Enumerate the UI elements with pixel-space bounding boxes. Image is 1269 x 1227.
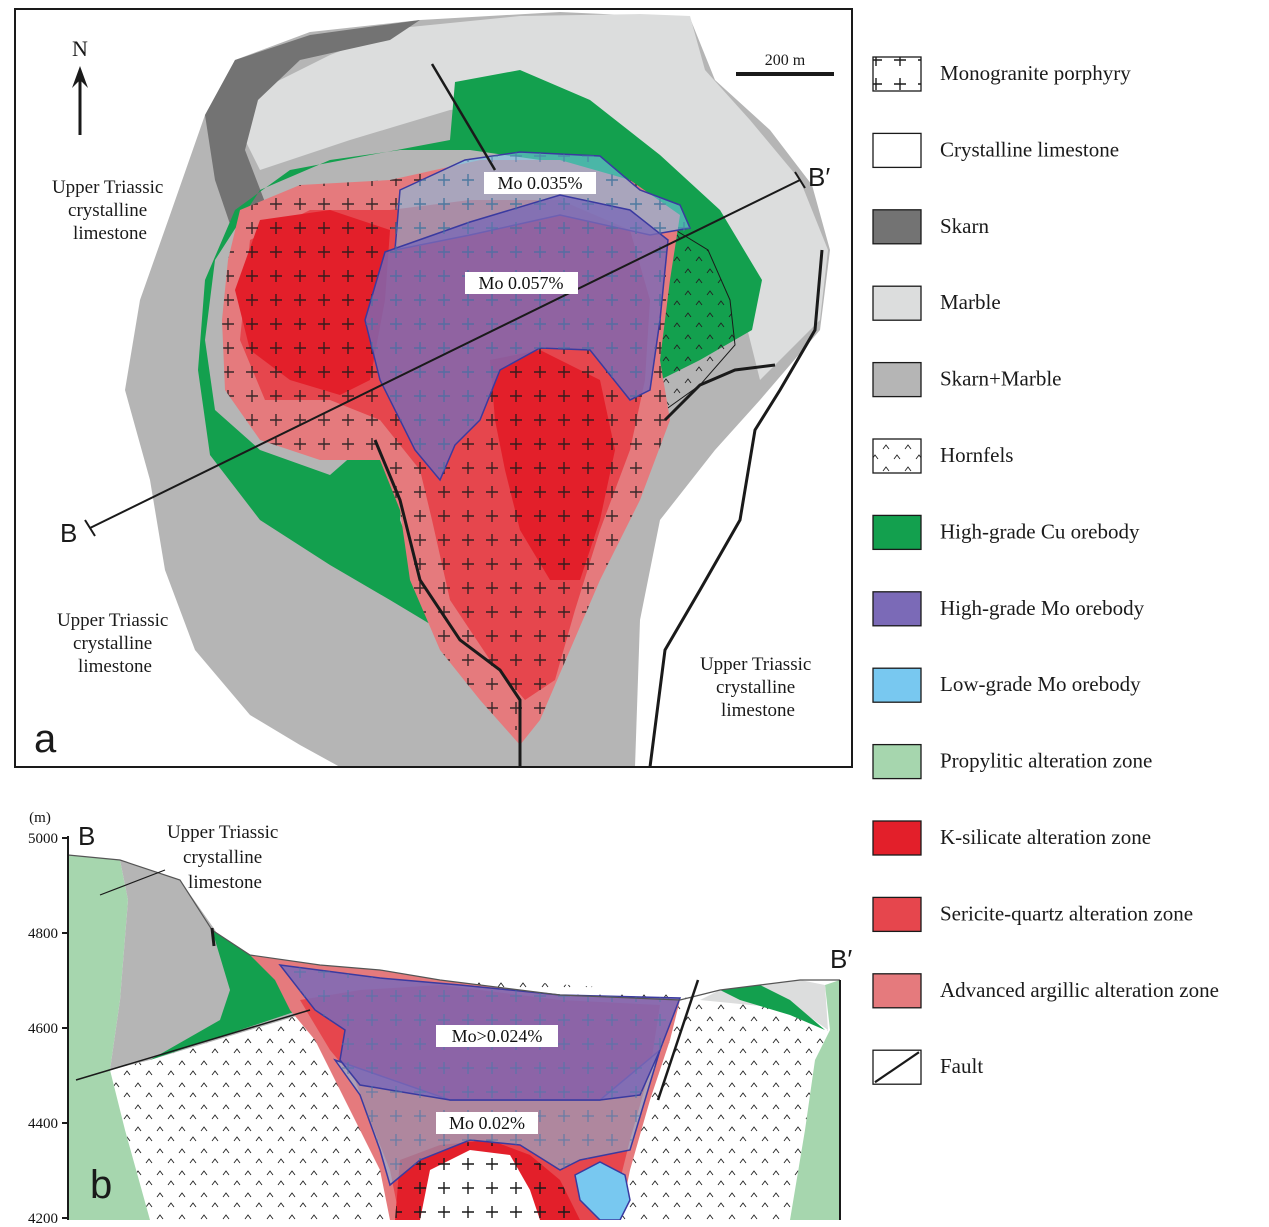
legend-item: Sericite-quartz alteration zone [872,896,1193,933]
section-label-b-prime-map: B′ [808,162,830,192]
north-arrow: N [72,36,88,135]
region-label-sw: Upper Triassic crystalline limestone [57,610,173,677]
legend-label: Marble [940,290,1001,314]
legend-swatch-argillic [872,973,922,1009]
section-label-b-prime: B′ [830,944,852,974]
legend-item: Low-grade Mo orebody [872,667,1141,703]
legend-label: Hornfels [940,443,1013,467]
panel-a-frame [14,8,853,768]
y-axis-unit: (m) [29,810,51,826]
legend-item: Skarn+Marble [872,361,1061,398]
legend-item: Crystalline limestone [872,132,1119,169]
grade-label-box-3 [436,1025,558,1047]
legend-item: Advanced argillic alteration zone [872,973,1219,1009]
panel-a-map: B B′ N 200 m Upper Triassic crystalline … [15,9,852,767]
legend-item: Fault [872,1049,983,1085]
legend-label: Crystalline limestone [940,137,1119,161]
propylitic-zone-east [790,980,840,1220]
skarn-unit [205,20,420,230]
legend-label: High-grade Mo orebody [940,596,1145,620]
section-label-b-map: B [60,518,77,548]
legend-swatch-hornfels [872,438,922,474]
legend-swatch-sericite [872,896,922,933]
grade-label-mo-035: Mo 0.035% [498,173,583,193]
section-tick-b [84,519,96,537]
marble-unit [240,14,828,380]
fault-trace-a3 [663,363,776,422]
grade-label-mo-024: Mo>0.024% [452,1026,543,1046]
legend-label: Sericite-quartz alteration zone [940,901,1193,925]
legend-item: K-silicate alteration zone [872,820,1151,856]
fault-section-east [656,979,700,1101]
legend-label: Skarn [940,214,989,238]
fault-trace-a4 [430,63,497,171]
legend-swatch-skarn [872,209,922,245]
legend-label: Fault [940,1054,983,1078]
legend-swatch-skarn-marble [872,361,922,398]
topography-line [68,854,840,1001]
grade-label-mo-057: Mo 0.057% [479,273,564,293]
panel-b-section: (m) 5000 4800 4600 4400 4200 B B′ Upper … [28,810,852,1227]
legend-label: Propylitic alteration zone [940,749,1152,773]
legend-label: Skarn+Marble [940,367,1061,391]
north-arrow-head [72,66,88,88]
panel-letter-b: b [90,1163,112,1207]
legend-label: High-grade Cu orebody [940,519,1140,543]
section-tie-line [75,1009,311,1081]
label-leader-line [99,869,166,896]
legend: Monogranite porphyry Crystalline limeston… [872,56,1219,1085]
legend-swatch-high-mo [872,591,922,627]
legend-swatch-low-mo [872,667,922,703]
scale-bar: 200 m [736,52,834,76]
fault-trace-a2 [648,249,824,767]
panel-letter-a: a [34,717,57,761]
grade-label-box-2 [465,272,578,294]
legend-swatch-porphyry [872,56,922,92]
legend-fault-line [874,1051,920,1084]
legend-item: Hornfels [872,438,1013,474]
propylitic-zone-west [68,855,150,1220]
legend-item: Skarn [872,209,989,245]
legend-label: Monogranite porphyry [940,61,1131,85]
fault-section-west [210,927,216,947]
legend-swatch-limestone [872,132,922,169]
grade-label-box-4 [436,1112,538,1134]
legend-swatch-k-silicate [872,820,922,856]
region-label-section: Upper Triassic crystalline limestone [167,822,283,893]
low-mo-orebody-section [574,1161,631,1220]
y-axis-ticks [62,837,68,1219]
fault-trace-a1 [373,439,522,767]
section-tick-b-prime [794,171,806,189]
north-label: N [72,36,88,61]
region-label-se: Upper Triassic crystalline limestone [700,654,816,721]
legend-label: Low-grade Mo orebody [940,672,1141,696]
legend-item: Monogranite porphyry [872,56,1131,92]
high-cu-orebody-section-east [720,985,825,1030]
section-label-b: B [78,821,95,851]
section-line-b-b [89,179,801,529]
region-label-nw: Upper Triassic crystalline limestone [52,177,168,244]
legend-swatch-marble [872,285,922,321]
legend-item: Marble [872,285,1001,321]
legend-label: K-silicate alteration zone [940,825,1151,849]
legend-label: Advanced argillic alteration zone [940,978,1219,1002]
y-tick-label-4400: 4400 [28,1116,58,1132]
legend-swatch-high-cu [872,514,922,551]
legend-item: High-grade Mo orebody [872,591,1145,627]
y-tick-label-4800: 4800 [28,926,58,942]
y-tick-label-4600: 4600 [28,1021,58,1037]
legend-item: High-grade Cu orebody [872,514,1140,551]
y-tick-label-5000: 5000 [28,831,58,847]
grade-label-mo-02: Mo 0.02% [449,1113,525,1133]
legend-swatch-propylitic [872,743,922,780]
y-tick-label-4200: 4200 [28,1211,58,1227]
grade-label-box-1 [484,172,596,194]
scale-label: 200 m [765,52,806,69]
legend-item: Propylitic alteration zone [872,743,1152,780]
